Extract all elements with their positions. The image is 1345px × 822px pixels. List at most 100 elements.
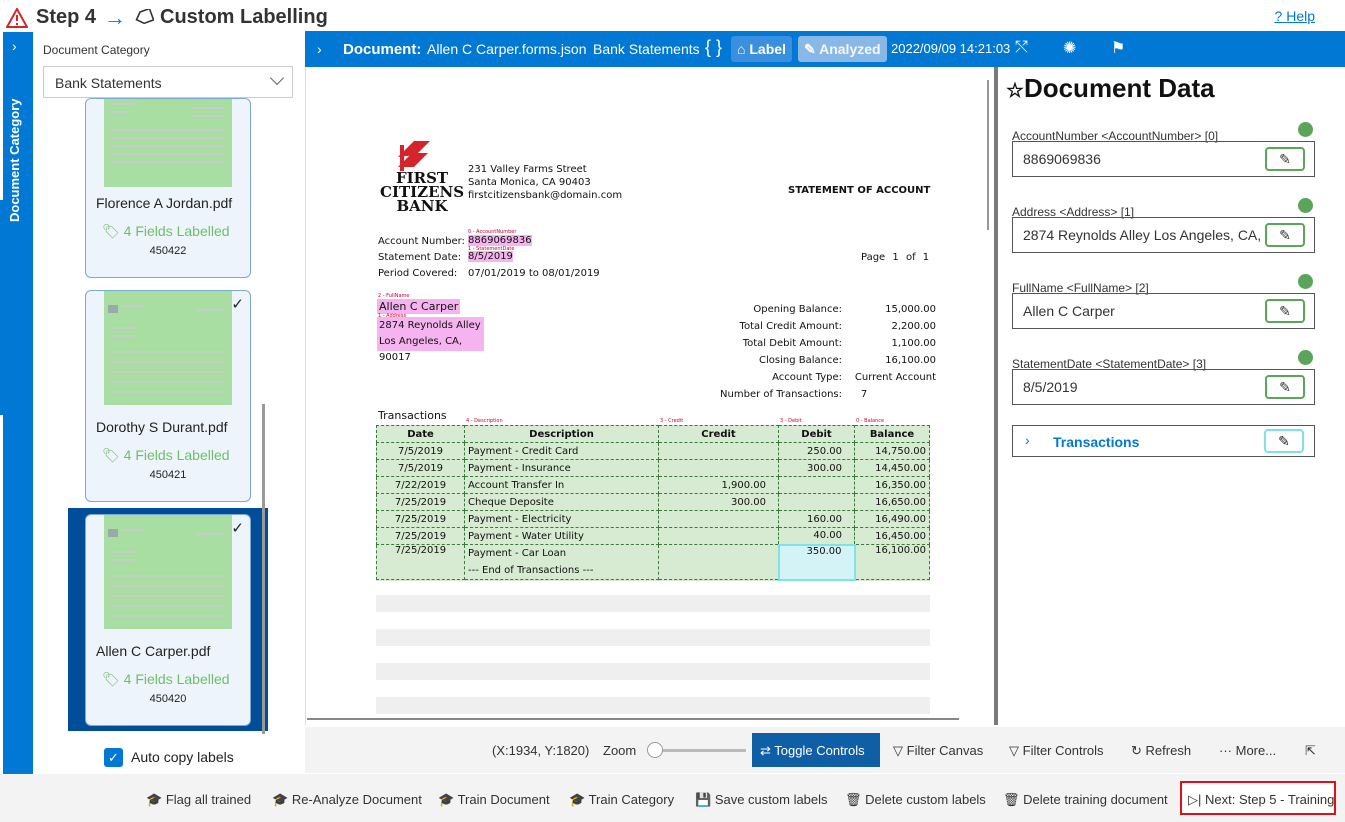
category-selected: Bank Statements xyxy=(55,75,162,91)
trash-icon: 🗑 xyxy=(845,792,862,807)
document-category: Bank Statements xyxy=(593,41,700,57)
analyzed-mode-button[interactable]: ✎ Analyzed xyxy=(798,36,887,62)
edit-pencil-icon[interactable]: ✎ xyxy=(1265,223,1305,247)
refresh-button[interactable]: ↻ Refresh xyxy=(1131,743,1192,758)
table-row[interactable]: 7/25/2019 Payment - Car Loan --- End of Tr… xyxy=(376,543,930,581)
account-number-value[interactable]: 8869069836 xyxy=(468,235,532,246)
canvas-scroll-thumb[interactable] xyxy=(987,80,989,230)
blank-row xyxy=(376,595,930,612)
document-thumbnail xyxy=(104,515,232,629)
refresh-icon: ↻ xyxy=(1131,743,1142,758)
document-id: 450422 xyxy=(149,245,187,257)
zoom-slider-track[interactable] xyxy=(652,749,746,752)
zoom-slider-handle[interactable] xyxy=(647,742,663,758)
filter-canvas-button[interactable]: ▽ Filter Canvas xyxy=(893,743,984,758)
document-canvas[interactable]: FIRST CITIZENS BANK 231 Valley Farms Stree… xyxy=(305,67,995,725)
fields-labelled: 🏷 4 Fields Labelled xyxy=(102,671,230,687)
filter-controls-button[interactable]: ▽ Filter Controls xyxy=(1009,743,1104,758)
field-value[interactable]: 2874 Reynolds Alley Los Angeles, CA, 9 xyxy=(1012,217,1315,253)
checkmark-icon: ✓ xyxy=(231,296,244,313)
table-row[interactable]: 7/25/2019 Payment - Electricity 160.00 16,4… xyxy=(376,510,930,528)
field-value[interactable]: Allen C Carper xyxy=(1012,293,1315,329)
transactions-title: Transactions xyxy=(378,409,447,422)
edit-pencil-icon[interactable]: ✎ xyxy=(1264,429,1304,453)
delete-custom-labels-button[interactable]: 🗑 Delete custom labels xyxy=(845,792,986,807)
canvas-vertical-scrollbar[interactable] xyxy=(994,67,998,725)
document-card[interactable]: ✓ Dorothy S Durant.pdf 🏷 4 Fields Labell… xyxy=(85,290,251,502)
document-card-selected[interactable]: ✓ Allen C Carper.pdf 🏷 4 Fields Labelled… xyxy=(85,514,251,726)
document-id: 450420 xyxy=(149,693,187,705)
zoom-label: Zoom xyxy=(603,743,637,758)
more-button[interactable]: ··· More... xyxy=(1219,743,1277,758)
edit-pencil-icon[interactable]: ✎ xyxy=(1265,147,1305,171)
label-tag: 1 - StatementDate xyxy=(468,246,515,252)
tag-icon: ⌂ xyxy=(737,41,746,57)
bug-icon[interactable]: ✺ xyxy=(1063,40,1077,57)
transactions-table[interactable]: Date Description Credit Debit Balance 7/… xyxy=(376,425,930,581)
chevron-right-icon[interactable]: › xyxy=(1025,432,1030,448)
transactions-table-field[interactable]: › Transactions ✎ xyxy=(1012,425,1315,457)
document-name: Allen C Carper.forms.json xyxy=(427,41,587,57)
tag-icon: 🏷 xyxy=(102,447,120,463)
canvas-horizontal-scrollbar[interactable] xyxy=(307,718,959,720)
label-tag: 0 - AccountNumber xyxy=(468,229,517,235)
edit-pencil-icon[interactable]: ✎ xyxy=(1265,299,1305,323)
document-data-panel: ☆Document Data AccountNumber <AccountNum… xyxy=(1000,67,1345,727)
document-category-tab[interactable]: › Document Category xyxy=(3,32,33,774)
document-card[interactable]: Florence A Jordan.pdf 🏷 4 Fields Labelle… xyxy=(85,98,251,278)
document-name: Florence A Jordan.pdf xyxy=(96,195,233,211)
field-value[interactable]: 8/5/2019 xyxy=(1012,369,1315,405)
train-category-button[interactable]: 🎓 Train Category xyxy=(569,792,675,807)
skip-next-icon: ▷| xyxy=(1188,792,1202,807)
list-scrollbar[interactable] xyxy=(262,404,265,734)
flag-all-trained-button[interactable]: 🎓 Flag all trained xyxy=(146,792,252,807)
field-value[interactable]: 8869069836 xyxy=(1012,141,1315,177)
help-question-icon: ? xyxy=(1274,8,1283,24)
table-row[interactable]: 7/25/2019 Payment - Water Utility 40.00 16,… xyxy=(376,527,930,545)
statement-date-value[interactable]: 8/5/2019 xyxy=(468,251,513,262)
statement-date-label: Statement Date: xyxy=(378,252,462,263)
tag-icon xyxy=(135,9,154,25)
edit-pencil-icon[interactable]: ✎ xyxy=(1265,375,1305,399)
action-bar: 🎓 Flag all trained 🎓 Re-Analyze Document… xyxy=(0,774,1345,822)
ellipsis-icon: ··· xyxy=(1219,743,1232,758)
column-header: Date xyxy=(376,425,465,443)
status-dot-icon xyxy=(1298,122,1313,137)
flag-icon[interactable]: ⚑ xyxy=(1111,40,1126,57)
canvas-toolbar: (X:1934, Y:1820) Zoom ⇄ Toggle Controls … xyxy=(305,727,1345,773)
table-row[interactable]: 7/25/2019 Cheque Deposite 300.00 16,650.00 xyxy=(376,493,930,511)
delete-training-document-button[interactable]: 🗑 Delete training document xyxy=(1003,792,1168,807)
blank-row xyxy=(376,697,930,714)
label-tag: 3 - Debit xyxy=(780,418,802,424)
bank-address: 231 Valley Farms Street Santa Monica, CA … xyxy=(468,164,623,201)
page-title: Custom Labelling xyxy=(160,6,328,28)
category-dropdown[interactable]: Bank Statements xyxy=(43,66,293,98)
toggle-controls-button[interactable]: ⇄ Toggle Controls xyxy=(752,733,880,767)
reanalyze-document-button[interactable]: 🎓 Re-Analyze Document xyxy=(272,792,422,807)
table-row[interactable]: 7/5/2019 Payment - Credit Card 250.00 14,75… xyxy=(376,442,930,460)
checkbox-checked-icon[interactable]: ✓ xyxy=(104,748,123,767)
label-mode-button[interactable]: ⌂ Label xyxy=(731,36,792,62)
tag-icon: 🏷 xyxy=(102,223,120,239)
label-tag: 4 - Description xyxy=(466,418,503,424)
chevron-right-icon[interactable]: › xyxy=(317,41,322,57)
json-braces-icon[interactable]: { } xyxy=(705,37,723,57)
help-link[interactable]: ? Help xyxy=(1274,8,1315,24)
expand-icon[interactable]: › xyxy=(12,38,17,54)
account-summary: Opening Balance: 15,000.00 Total Credit A… xyxy=(720,304,936,400)
status-dot-icon xyxy=(1298,198,1313,213)
address-value[interactable]: 2874 Reynolds Alley Los Angeles, CA, 9001… xyxy=(377,317,484,363)
next-step-button[interactable]: ▷| Next: Step 5 - Training xyxy=(1180,781,1336,815)
table-row[interactable]: 7/5/2019 Payment - Insurance 300.00 14,450.… xyxy=(376,459,930,477)
train-document-button[interactable]: 🎓 Train Document xyxy=(438,792,550,807)
field-label: AccountNumber <AccountNumber> [0] xyxy=(1012,129,1219,143)
popout-icon[interactable]: ⇱ xyxy=(1305,743,1316,758)
status-dot-icon xyxy=(1298,350,1313,365)
share-icon[interactable]: ⤲ xyxy=(1015,39,1028,56)
save-custom-labels-button[interactable]: 💾 Save custom labels xyxy=(695,792,828,807)
full-name-value[interactable]: Allen C Carper xyxy=(377,299,461,314)
account-number-label: Account Number: xyxy=(378,236,465,247)
field-label: Address <Address> [1] xyxy=(1012,205,1135,219)
statement-title: STATEMENT OF ACCOUNT xyxy=(788,185,931,196)
table-row[interactable]: 7/22/2019 Account Transfer In 1,900.00 16,3… xyxy=(376,476,930,494)
